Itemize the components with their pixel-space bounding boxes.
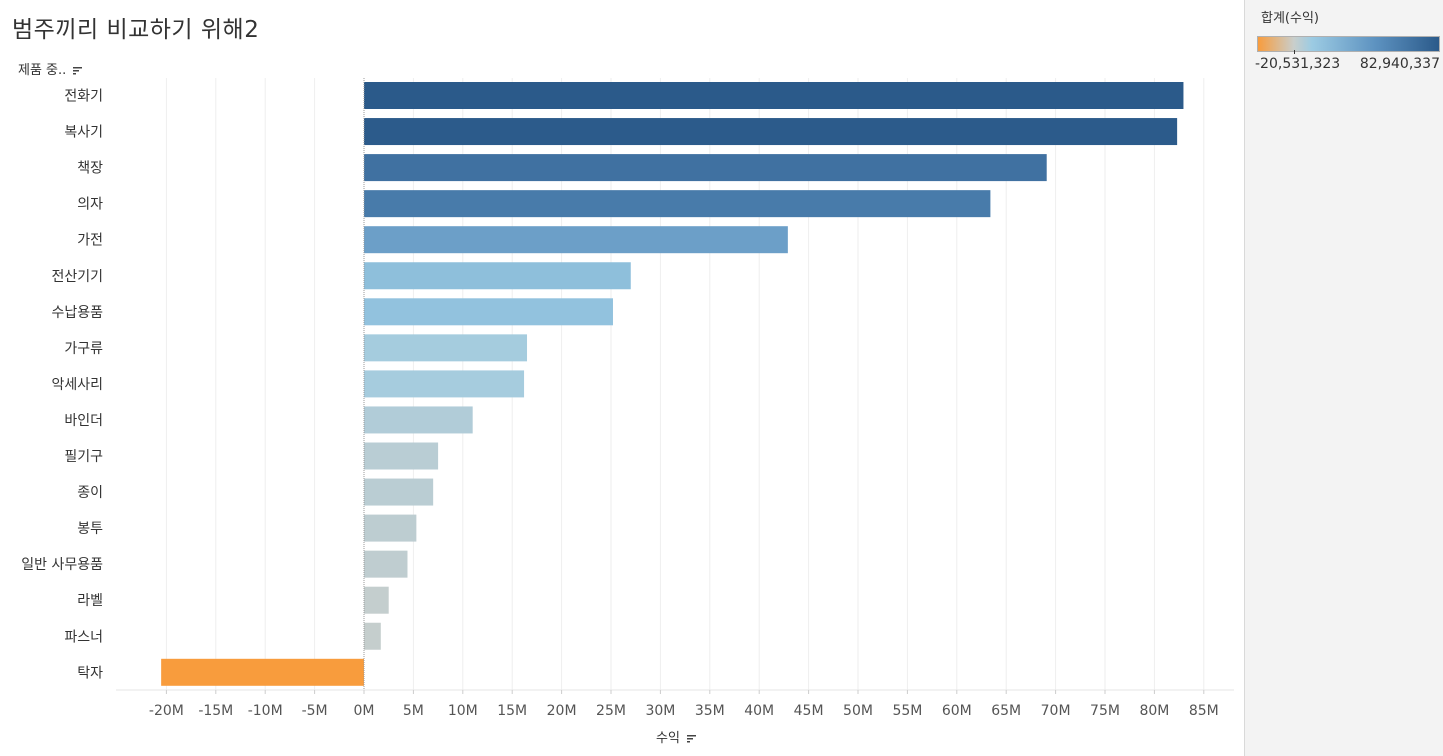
category-label: 의자: [77, 197, 103, 213]
bar-책장: [364, 154, 1047, 182]
bar-라벨: [364, 586, 389, 614]
category-label: 전산기기: [51, 269, 103, 285]
category-label: 바인더: [64, 413, 103, 429]
bar-복사기: [364, 118, 1178, 146]
category-label: 종이: [77, 485, 103, 501]
row-field-label: 제품 중..: [18, 63, 67, 78]
bar-필기구: [364, 442, 439, 470]
category-label: 탁자: [77, 665, 103, 681]
x-tick-label: 80M: [1139, 703, 1169, 719]
legend-zero-marker: [1293, 50, 1295, 54]
x-tick-label: 15M: [497, 703, 527, 719]
legend-max-label: 82,940,337: [1359, 56, 1440, 72]
x-tick-label: 0M: [354, 703, 375, 719]
x-tick-label: 75M: [1090, 703, 1120, 719]
x-tick-label: -10M: [248, 703, 283, 719]
row-field-header[interactable]: 제품 중..: [18, 59, 83, 78]
category-label: 가구류: [64, 341, 103, 357]
bar-탁자: [161, 658, 364, 686]
x-tick-label: 30M: [645, 703, 675, 719]
category-label: 파스너: [64, 629, 103, 645]
bar-바인더: [364, 406, 473, 434]
x-tick-label: -15M: [198, 703, 233, 719]
x-tick-label: 20M: [547, 703, 577, 719]
x-tick-label: 5M: [403, 703, 424, 719]
bar-봉투: [364, 514, 417, 542]
bar-파스너: [364, 622, 381, 650]
x-axis-title[interactable]: 수익: [656, 727, 697, 746]
x-tick-label: 35M: [695, 703, 725, 719]
bar-chart: 전화기복사기책장의자가전전산기기수납용품가구류악세사리바인더필기구종이봉투일반 …: [21, 78, 1234, 719]
bar-의자: [364, 190, 991, 218]
x-tick-label: 65M: [991, 703, 1021, 719]
category-label: 봉투: [77, 521, 103, 537]
legend-title: 합계(수익): [1261, 11, 1319, 26]
bar-가구류: [364, 334, 528, 362]
chart-title: 범주끼리 비교하기 위해2: [12, 17, 260, 43]
sort-descending-icon[interactable]: [73, 66, 83, 75]
legend-min-label: -20,531,323: [1255, 56, 1341, 72]
bar-전산기기: [364, 262, 631, 290]
bar-종이: [364, 478, 434, 506]
category-label: 필기구: [64, 449, 103, 465]
bar-수납용품: [364, 298, 613, 326]
category-label: 수납용품: [51, 305, 103, 321]
x-tick-label: 50M: [843, 703, 873, 719]
bar-가전: [364, 226, 788, 254]
bar-일반-사무용품: [364, 550, 408, 578]
x-axis-title-label: 수익: [656, 731, 680, 746]
x-tick-label: -5M: [302, 703, 328, 719]
category-label: 책장: [77, 161, 103, 177]
category-label: 복사기: [64, 125, 103, 141]
sort-descending-icon[interactable]: [687, 734, 697, 743]
x-tick-label: 25M: [596, 703, 626, 719]
x-tick-label: 10M: [448, 703, 478, 719]
x-tick-label: 55M: [892, 703, 922, 719]
x-tick-label: -20M: [149, 703, 184, 719]
x-tick-label: 70M: [1041, 703, 1071, 719]
x-tick-label: 45M: [794, 703, 824, 719]
category-label: 가전: [77, 233, 103, 249]
x-tick-label: 85M: [1189, 703, 1219, 719]
category-label: 라벨: [77, 593, 103, 609]
bar-악세사리: [364, 370, 525, 398]
category-label: 일반 사무용품: [21, 557, 103, 573]
x-tick-label: 40M: [744, 703, 774, 719]
color-legend-panel: 합계(수익) -20,531,323 82,940,337: [1244, 0, 1443, 756]
category-label: 전화기: [64, 89, 103, 105]
x-tick-label: 60M: [942, 703, 972, 719]
color-ramp[interactable]: [1257, 36, 1440, 54]
category-label: 악세사리: [51, 377, 103, 393]
bar-전화기: [364, 82, 1184, 109]
